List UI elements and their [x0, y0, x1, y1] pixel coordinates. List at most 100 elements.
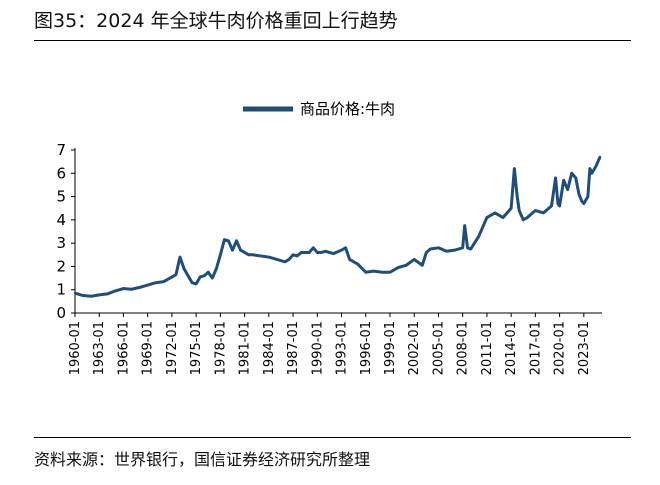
data-point [534, 209, 537, 212]
y-tick-label: 0 [56, 304, 66, 322]
x-tick-label: 1996-01 [359, 321, 374, 375]
data-point [154, 281, 157, 284]
data-point [558, 204, 561, 208]
data-point [130, 288, 133, 291]
figure-title: 图35：2024 年全球牛肉价格重回上行趋势 [34, 10, 398, 32]
y-tick-label: 3 [56, 234, 66, 252]
data-point [146, 283, 149, 287]
data-point [516, 195, 519, 198]
data-point [542, 211, 545, 215]
x-tick-label: 1966-01 [116, 321, 131, 375]
data-point [259, 254, 262, 258]
data-point [320, 251, 323, 254]
data-point [243, 251, 246, 254]
source-note: 资料来源：世界银行，国信证券经济研究所整理 [34, 450, 371, 469]
data-point [445, 250, 448, 253]
data-point [73, 292, 77, 295]
data-point [316, 251, 319, 254]
data-point [344, 246, 347, 249]
data-point [291, 253, 295, 256]
data-point [194, 282, 198, 286]
data-point [501, 216, 505, 219]
data-point [81, 294, 85, 297]
data-point [207, 271, 210, 274]
data-point [299, 251, 303, 254]
data-point [556, 202, 560, 205]
data-point [372, 269, 376, 273]
data-point [198, 275, 202, 279]
series-line-beef-price [74, 156, 602, 298]
data-point [215, 267, 218, 270]
x-tick-label: 1969-01 [141, 321, 156, 375]
data-point [513, 167, 516, 170]
data-point [211, 276, 214, 280]
data-point [493, 211, 497, 215]
data-point [182, 267, 186, 270]
data-point [429, 247, 432, 251]
data-point [550, 204, 553, 208]
data-point [170, 275, 174, 279]
data-point [275, 258, 279, 261]
data-point [598, 155, 602, 159]
data-point [186, 274, 190, 277]
x-tick-label: 1981-01 [238, 321, 253, 375]
data-point [106, 292, 109, 296]
data-point [582, 202, 586, 205]
data-point [485, 216, 489, 219]
data-point [332, 252, 335, 255]
data-point [590, 172, 594, 175]
x-tick-label: 2014-01 [504, 321, 519, 375]
data-point [586, 195, 590, 198]
x-tick-label: 2023-01 [577, 321, 592, 375]
x-tick-label: 1975-01 [189, 321, 204, 375]
data-point [580, 200, 584, 203]
data-point [469, 247, 472, 251]
top-divider [34, 40, 631, 41]
data-point [190, 281, 194, 284]
data-point [388, 271, 392, 274]
x-tick-label: 1978-01 [213, 321, 228, 375]
data-point [239, 248, 242, 252]
x-tick-label: 2011-01 [480, 321, 495, 375]
data-point [283, 260, 287, 263]
data-point [463, 224, 466, 227]
x-tick-label: 1972-01 [165, 321, 180, 375]
data-point [247, 253, 250, 256]
data-point [162, 280, 166, 283]
data-point [223, 238, 226, 241]
y-tick-label: 7 [56, 141, 66, 159]
x-tick-label: 2017-01 [528, 321, 543, 375]
data-point [574, 176, 577, 180]
data-point [340, 248, 343, 252]
data-point [380, 271, 384, 274]
x-tick-label: 1999-01 [383, 321, 398, 375]
data-point [554, 176, 557, 180]
x-tick-label: 2008-01 [456, 321, 471, 375]
x-tick-label: 1963-01 [92, 321, 107, 375]
data-point [203, 274, 206, 277]
data-point [396, 266, 400, 269]
data-point [594, 165, 598, 168]
bottom-divider [34, 437, 631, 438]
data-point [267, 255, 271, 259]
data-point [509, 207, 513, 210]
data-point [235, 239, 238, 243]
data-point [526, 216, 529, 219]
data-point [522, 218, 525, 222]
data-point [178, 255, 182, 259]
data-point [348, 258, 351, 261]
legend: 商品价格:牛肉 [243, 100, 395, 118]
data-point [570, 172, 573, 175]
x-tick-label: 2020-01 [553, 321, 568, 375]
x-axis-ticks: 1960-01 1963-01 1966-01 1969-01 1972-01 1975-… [68, 313, 592, 375]
data-point [577, 193, 581, 196]
x-tick-label: 1993-01 [335, 321, 350, 375]
data-point [466, 246, 469, 249]
data-point [562, 179, 565, 182]
data-point [364, 271, 367, 274]
data-point [324, 250, 327, 253]
data-point [477, 234, 481, 238]
series-layer [73, 155, 602, 298]
x-tick-label: 1960-01 [68, 321, 83, 375]
